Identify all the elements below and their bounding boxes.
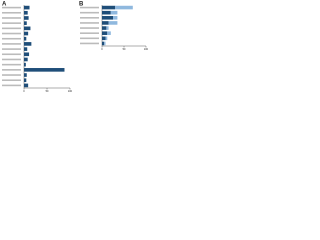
bar	[24, 42, 32, 46]
bar	[24, 26, 31, 31]
panel-label: A	[2, 2, 7, 8]
bar	[24, 36, 27, 41]
category-label-text	[2, 79, 21, 82]
bar	[102, 41, 105, 46]
bar	[113, 16, 118, 20]
category-label-text	[2, 17, 21, 19]
bar	[24, 21, 27, 25]
category-label-text	[80, 37, 99, 40]
x-tick-label: 100	[68, 90, 73, 93]
bar	[107, 31, 111, 35]
bar	[102, 31, 108, 35]
category-label-text	[80, 27, 99, 29]
bar	[106, 26, 109, 30]
x-tick-label: 0	[23, 90, 25, 93]
bar	[24, 78, 27, 83]
x-tick-label: 50	[123, 48, 126, 51]
figure: A 0 50 100 B 0 50 100	[0, 0, 150, 96]
bar	[24, 52, 30, 57]
bar	[24, 47, 28, 51]
category-label-text	[80, 11, 99, 14]
bar	[24, 62, 26, 67]
bar	[102, 26, 107, 30]
category-label-text	[80, 22, 99, 24]
x-tick-label: 0	[101, 48, 103, 51]
bar	[110, 10, 118, 15]
bar	[102, 21, 109, 25]
category-label-text	[2, 53, 21, 56]
bar	[104, 41, 106, 46]
background	[0, 0, 150, 96]
bar	[24, 83, 29, 88]
category-label-text	[2, 63, 21, 66]
bar	[115, 5, 133, 10]
category-label-text	[80, 42, 99, 45]
bar	[102, 36, 106, 41]
category-label-text	[2, 69, 21, 71]
category-label-text	[2, 84, 21, 87]
category-label-text	[80, 6, 99, 9]
bar	[24, 68, 65, 72]
bar	[102, 16, 113, 20]
category-label-text	[80, 32, 99, 34]
category-label-text	[2, 37, 21, 40]
bar	[24, 73, 27, 77]
category-label-text	[2, 11, 21, 14]
bar	[24, 16, 29, 20]
category-label-text	[2, 32, 21, 35]
bar	[24, 5, 30, 10]
category-label-text	[80, 17, 99, 19]
bar	[102, 5, 116, 10]
category-label-text	[2, 6, 21, 9]
bar	[105, 36, 108, 41]
bar	[102, 10, 111, 15]
bar	[24, 31, 29, 36]
x-tick-label: 100	[144, 48, 149, 51]
bar	[24, 10, 28, 15]
panel-label: B	[79, 2, 84, 8]
bar	[24, 57, 28, 62]
category-label-text	[2, 43, 21, 45]
category-label-text	[2, 27, 21, 30]
category-label-text	[2, 74, 21, 76]
bar	[108, 21, 118, 25]
category-label-text	[2, 22, 21, 24]
category-label-text	[2, 58, 21, 61]
category-label-text	[2, 48, 21, 50]
x-tick-label: 50	[46, 90, 49, 93]
